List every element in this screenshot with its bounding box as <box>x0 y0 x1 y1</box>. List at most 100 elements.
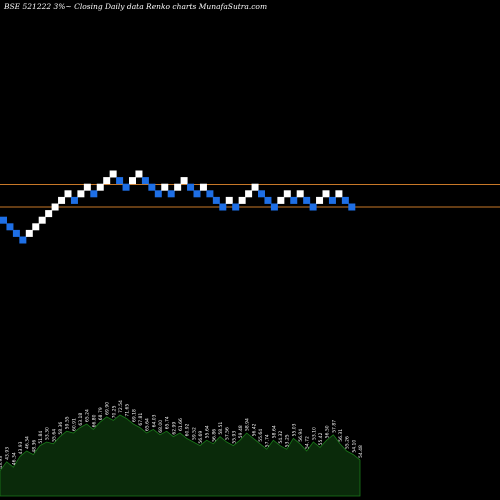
up-brick <box>277 196 285 204</box>
volume-label: 58.64 <box>271 425 277 438</box>
up-brick <box>335 190 343 198</box>
volume-label: 65.74 <box>165 416 171 429</box>
volume-label: 58.94 <box>245 418 251 431</box>
volume-label: 57.87 <box>331 420 337 433</box>
down-brick <box>264 196 272 204</box>
down-brick <box>187 183 195 191</box>
down-brick <box>6 223 14 231</box>
up-brick <box>58 196 66 204</box>
down-brick <box>206 190 214 198</box>
volume-label: 71.65 <box>125 404 131 417</box>
chart-title: BSE 521222 3%~ Closing Daily data Renko … <box>4 2 268 11</box>
down-brick <box>328 196 336 204</box>
volume-label: 55.42 <box>318 432 324 445</box>
level-lines <box>0 184 500 208</box>
up-brick <box>199 183 207 191</box>
down-brick <box>19 236 27 244</box>
volume-label: 69.18 <box>131 409 137 422</box>
volume-label: 43.93 <box>5 447 11 460</box>
up-brick <box>283 190 291 198</box>
volume-label: 68.79 <box>98 407 104 420</box>
up-brick <box>77 190 85 198</box>
volume-panel <box>0 414 361 497</box>
volume-label: 56.69 <box>198 431 204 444</box>
volume-label: 48.36 <box>31 440 37 453</box>
volume-label: 55.64 <box>205 425 211 438</box>
up-brick <box>135 170 143 178</box>
volume-label: 72.54 <box>118 400 124 413</box>
down-brick <box>193 190 201 198</box>
volume-label: 54.48 <box>358 445 364 458</box>
volume-label: 46.34 <box>11 452 17 465</box>
volume-label: 54.10 <box>351 440 357 453</box>
up-brick <box>64 190 72 198</box>
volume-label: 54.32 <box>278 431 284 444</box>
down-brick <box>341 196 349 204</box>
volume-label: 53.25 <box>285 434 291 447</box>
up-brick <box>322 190 330 198</box>
up-brick <box>251 183 259 191</box>
down-brick <box>212 196 220 204</box>
volume-label: 68.00 <box>158 420 164 433</box>
down-brick <box>122 183 130 191</box>
down-brick <box>309 203 317 211</box>
up-brick <box>51 203 59 211</box>
volume-label: 56.94 <box>298 429 304 442</box>
up-brick <box>245 190 253 198</box>
volume-label: 63.18 <box>78 413 84 426</box>
volume-label: 55.64 <box>51 429 57 442</box>
volume-area <box>0 414 361 497</box>
up-brick <box>96 183 104 191</box>
volume-label: 60.91 <box>71 418 77 431</box>
volume-label: 55.93 <box>231 431 237 444</box>
down-brick <box>219 203 227 211</box>
up-brick <box>109 170 117 178</box>
volume-label: 57.56 <box>225 427 231 440</box>
volume-label: 69.90 <box>105 402 111 415</box>
down-brick <box>290 196 298 204</box>
down-brick <box>232 203 240 211</box>
down-brick <box>0 216 7 224</box>
volume-label: 64.03 <box>151 414 157 427</box>
volume-label: 43.93 <box>0 456 4 469</box>
up-brick <box>225 196 233 204</box>
volume-label: 57.74 <box>265 434 271 447</box>
volume-label: 51.84 <box>38 431 44 444</box>
volume-label: 59.55 <box>65 416 71 429</box>
volume-label: 60.92 <box>185 423 191 436</box>
up-brick <box>296 190 304 198</box>
volume-label: 67.81 <box>138 413 144 426</box>
volume-label: 53.10 <box>311 427 317 440</box>
down-brick <box>348 203 356 211</box>
up-brick <box>316 196 324 204</box>
up-brick <box>45 210 53 218</box>
volume-label: 56.31 <box>338 429 344 442</box>
down-brick <box>116 177 124 185</box>
volume-label: 58.51 <box>218 422 224 435</box>
volume-label: 66.80 <box>91 414 97 427</box>
down-brick <box>12 229 20 237</box>
volume-label: 65.64 <box>145 418 151 431</box>
up-brick <box>161 183 169 191</box>
down-brick <box>154 190 162 198</box>
volume-label: 43.93 <box>18 441 24 454</box>
up-brick <box>174 183 182 191</box>
volume-label: 53.30 <box>45 427 51 440</box>
up-brick <box>238 196 246 204</box>
down-brick <box>258 190 265 198</box>
volume-label: 65.24 <box>85 409 91 422</box>
down-brick <box>70 196 78 204</box>
down-brick <box>148 183 156 191</box>
volume-label: 62.99 <box>171 422 177 435</box>
up-brick <box>103 177 111 185</box>
up-brick <box>38 216 46 224</box>
up-brick <box>83 183 91 191</box>
down-brick <box>303 196 311 204</box>
volume-label: 59.48 <box>238 425 244 438</box>
volume-label: 56.86 <box>211 429 217 442</box>
volume-label: 70.25 <box>111 405 117 418</box>
up-brick <box>25 229 33 237</box>
